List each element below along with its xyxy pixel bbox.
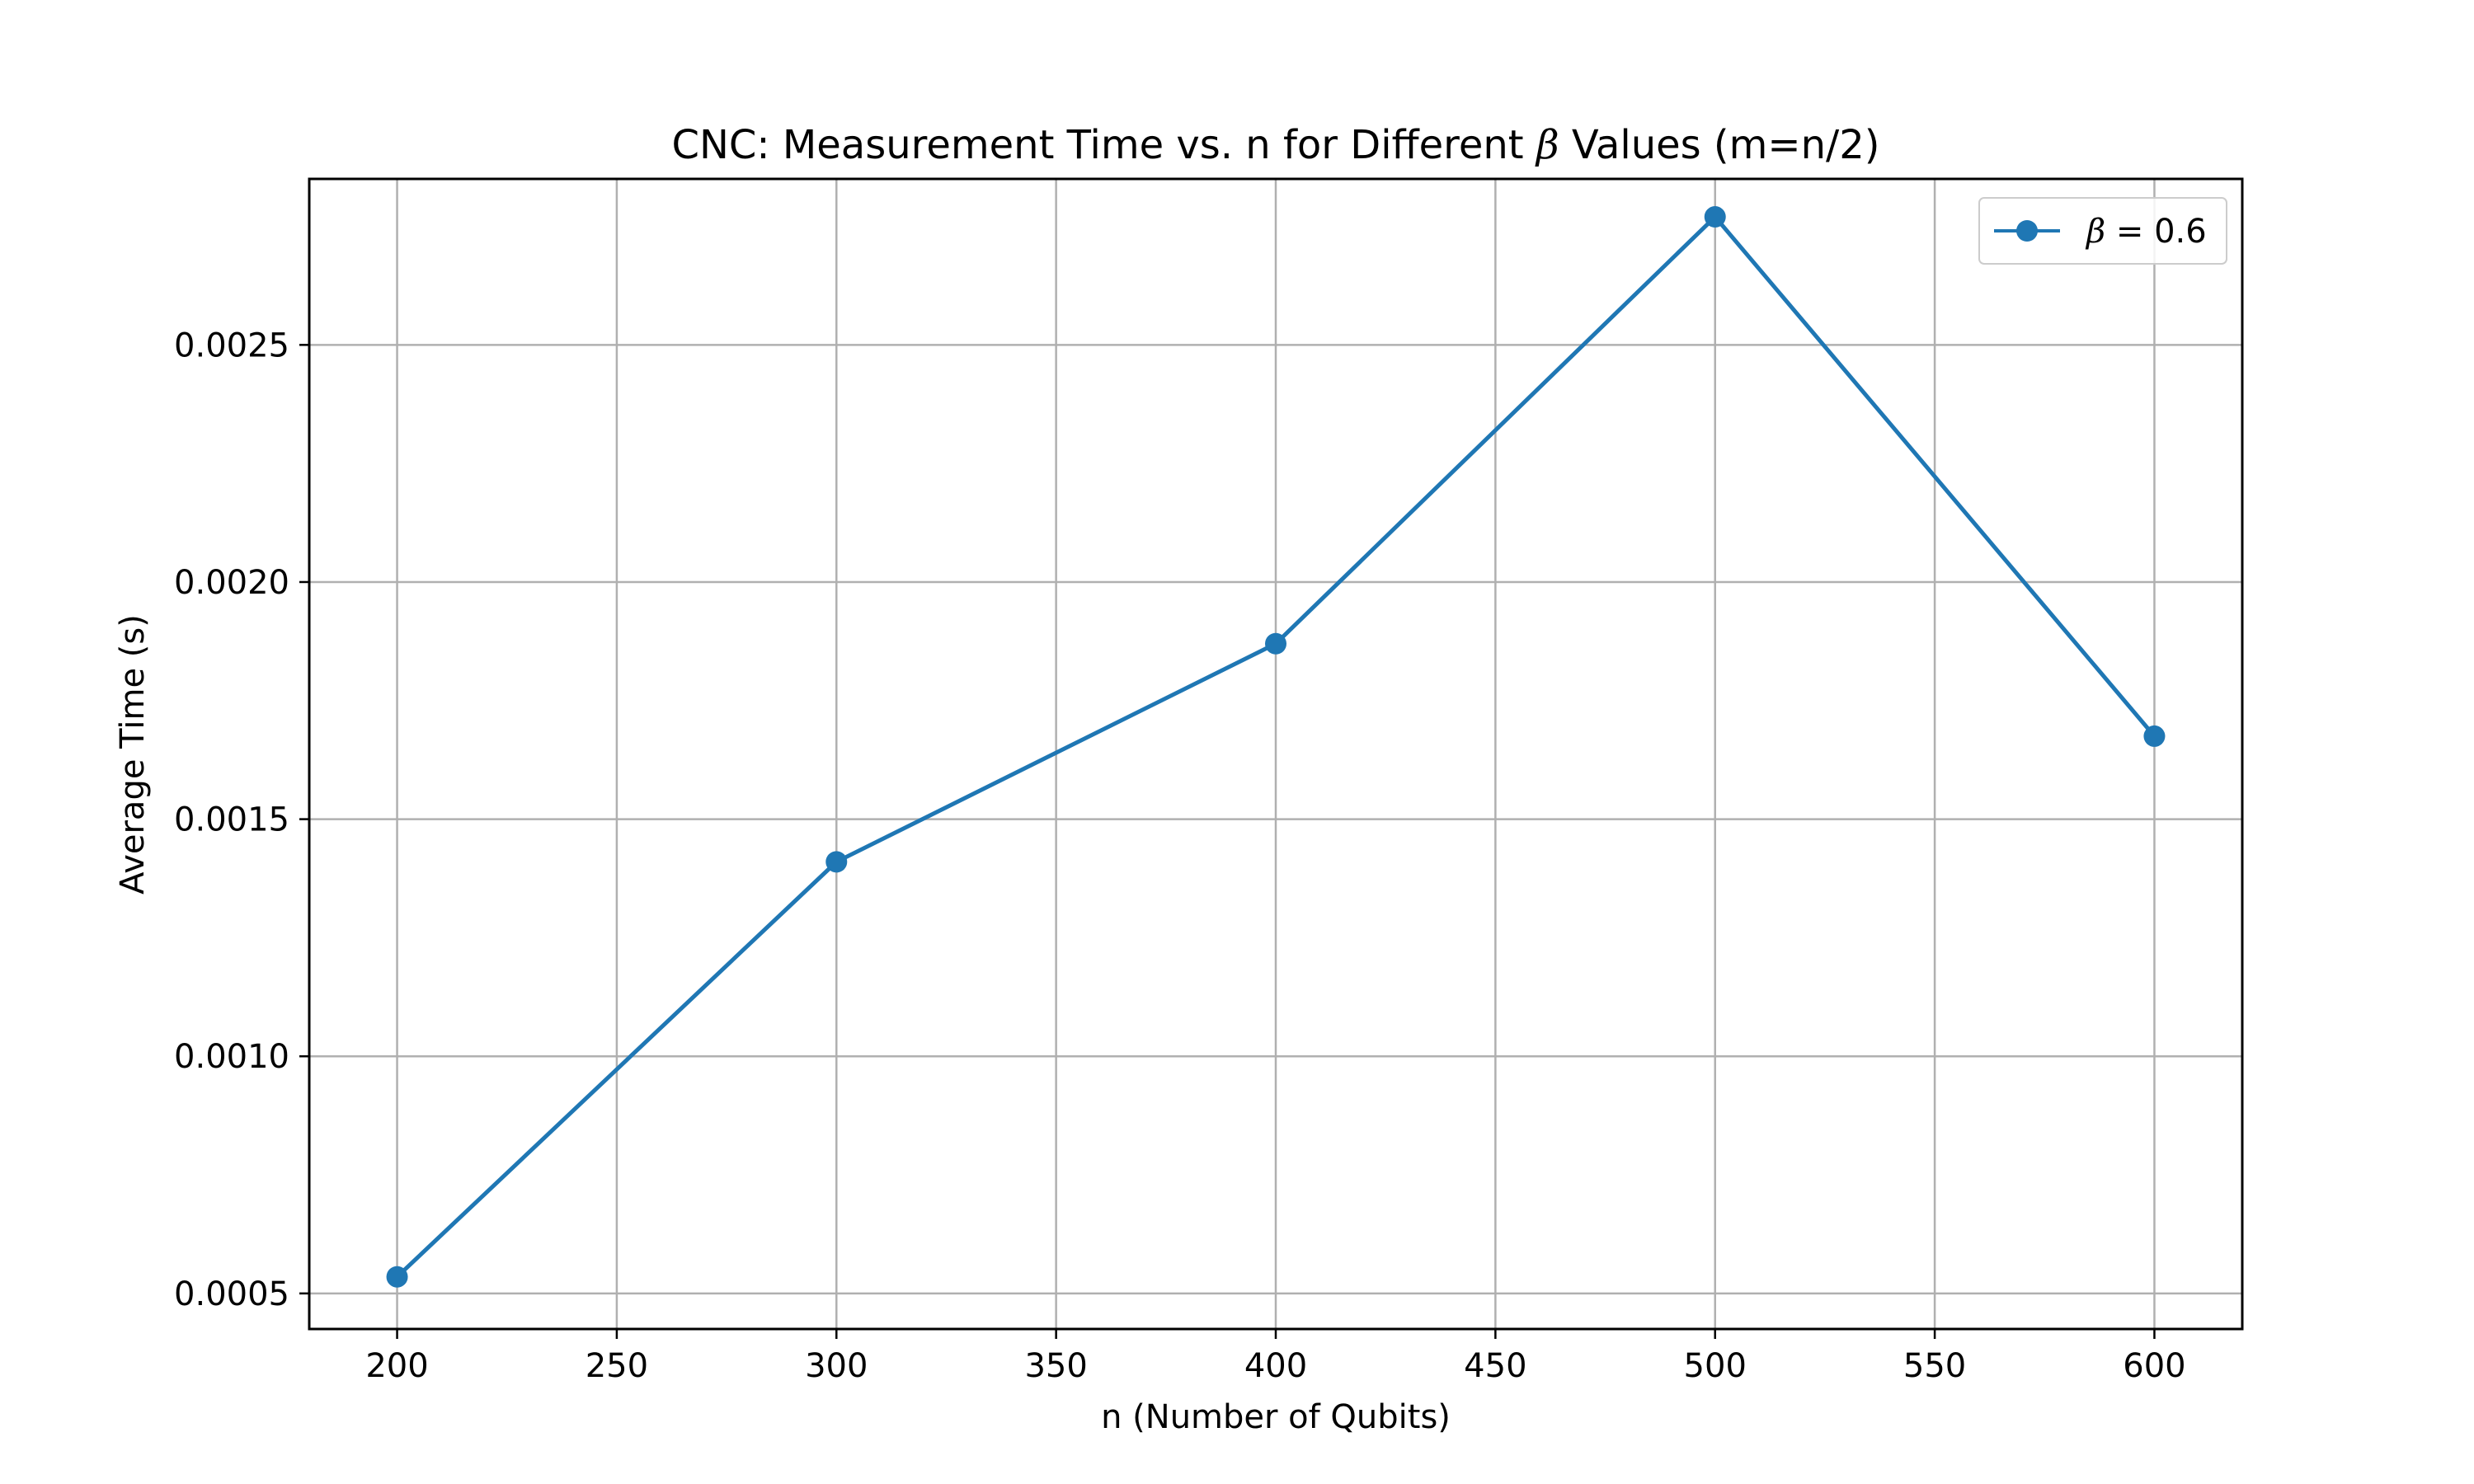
x-tick-label: 250 <box>586 1347 648 1385</box>
legend-beta-symbol: β <box>2085 213 2105 251</box>
x-tick-label: 600 <box>2123 1347 2185 1385</box>
data-point <box>2143 725 2166 747</box>
x-tick-label: 200 <box>365 1347 428 1385</box>
series-layer <box>386 206 2166 1288</box>
x-tick-label: 450 <box>1464 1347 1526 1385</box>
x-axis: 200 250 300 350 400 450 500 550 600 <box>365 1329 2186 1385</box>
title-suffix: Values (m=n/2) <box>1559 122 1880 168</box>
x-axis-label: n (Number of Qubits) <box>1101 1398 1451 1436</box>
title-beta-symbol: β <box>1535 122 1559 168</box>
legend-frame <box>1978 197 2227 265</box>
data-point <box>825 851 848 873</box>
y-tick-label: 0.0020 <box>174 564 289 602</box>
legend-value: = 0.6 <box>2105 213 2207 251</box>
x-tick-label: 500 <box>1684 1347 1747 1385</box>
y-tick-label: 0.0015 <box>174 801 289 839</box>
x-tick-label: 550 <box>1903 1347 1966 1385</box>
x-tick-label: 400 <box>1244 1347 1307 1385</box>
grid-lines <box>309 179 2242 1329</box>
data-point <box>1704 206 1726 228</box>
legend-label: β = 0.6 <box>2085 213 2207 251</box>
y-tick-label: 0.0010 <box>174 1038 289 1076</box>
legend: β = 0.6 <box>1978 197 2227 265</box>
chart-title: CNC: Measurement Time vs. n for Differen… <box>671 122 1879 168</box>
y-tick-label: 0.0025 <box>174 326 289 364</box>
y-axis-label: Average Time (s) <box>114 614 152 895</box>
title-prefix: CNC: Measurement Time vs. n for Differen… <box>671 122 1536 168</box>
data-point <box>386 1266 408 1288</box>
x-tick-label: 350 <box>1024 1347 1087 1385</box>
y-axis: 0.0005 0.0010 0.0015 0.0020 0.0025 <box>174 326 309 1313</box>
x-tick-label: 300 <box>805 1347 868 1385</box>
y-tick-label: 0.0005 <box>174 1275 289 1313</box>
data-point <box>1265 632 1286 655</box>
legend-marker-swatch <box>2016 220 2038 242</box>
